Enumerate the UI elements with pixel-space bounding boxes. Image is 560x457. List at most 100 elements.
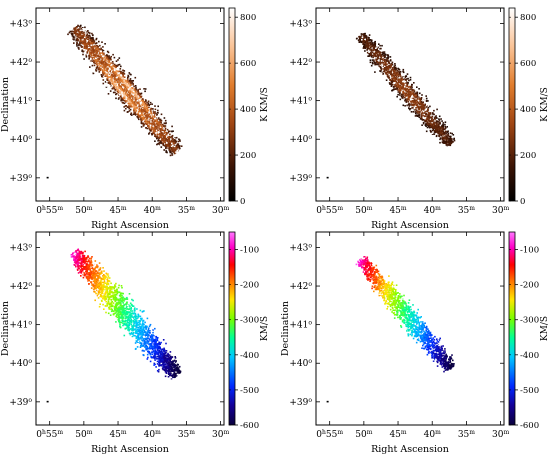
emission-pixel [436, 131, 438, 133]
emission-pixel [154, 128, 157, 130]
colorbar-tick-label: 800 [240, 13, 256, 23]
emission-pixel [160, 146, 163, 148]
emission-pixel [407, 98, 409, 101]
emission-pixel [409, 85, 411, 88]
emission-pixel [173, 149, 175, 152]
emission-pixel [390, 70, 393, 73]
emission-pixel [416, 86, 418, 88]
emission-pixel [153, 127, 155, 130]
emission-pixel [160, 113, 163, 116]
emission-pixel [93, 71, 95, 74]
emission-pixel [86, 30, 88, 33]
emission-pixel [393, 71, 396, 73]
emission-pixel [131, 82, 133, 84]
emission-pixel [132, 319, 135, 322]
emission-pixel [115, 83, 118, 86]
emission-pixel [90, 49, 92, 51]
emission-pixel [445, 147, 447, 149]
x-tick-label: 30m [212, 205, 229, 216]
emission-pixel [87, 38, 89, 41]
emission-pixel [80, 46, 83, 48]
emission-pixel [416, 115, 419, 117]
emission-pixel [150, 107, 152, 110]
emission-pixel [368, 50, 371, 53]
emission-pixel [429, 106, 432, 109]
emission-pixel [133, 89, 136, 91]
emission-pixel [160, 128, 163, 130]
emission-pixel [131, 90, 134, 93]
emission-pixel [121, 97, 123, 100]
emission-pixel [141, 109, 144, 112]
emission-pixel [159, 130, 162, 133]
emission-pixel [394, 73, 396, 76]
emission-pixel [141, 337, 144, 339]
emission-pixel [119, 70, 122, 73]
emission-pixel [392, 89, 394, 91]
emission-pixel [444, 128, 446, 130]
emission-pixel [139, 105, 141, 108]
emission-pixel [83, 44, 86, 47]
emission-pixel [177, 148, 180, 150]
emission-pixel [426, 124, 429, 127]
emission-pixel [412, 80, 414, 82]
emission-pixel [128, 79, 131, 82]
emission-pixel [113, 72, 116, 74]
emission-pixel [90, 39, 92, 42]
emission-pixel [370, 54, 372, 56]
emission-pixel [449, 138, 451, 140]
emission-pixel [360, 33, 363, 35]
emission-pixel [444, 142, 446, 144]
emission-pixel [143, 88, 145, 90]
emission-pixel [104, 300, 107, 302]
emission-pixel [451, 138, 453, 140]
emission-pixel [158, 142, 161, 144]
emission-pixel [379, 61, 381, 64]
emission-pixel [129, 91, 131, 93]
emission-pixel [154, 111, 156, 113]
emission-pixel [92, 50, 95, 52]
emission-pixel [85, 34, 88, 37]
emission-pixel [439, 121, 441, 124]
emission-pixel [424, 120, 426, 123]
emission-pixel [90, 43, 93, 45]
emission-pixel [134, 108, 137, 111]
emission-pixel [438, 134, 441, 137]
emission-pixel [97, 45, 99, 48]
emission-pixel [146, 115, 148, 117]
emission-pixel [156, 135, 158, 138]
emission-pixel [169, 133, 171, 136]
emission-pixel [88, 34, 91, 37]
emission-pixel [428, 117, 430, 120]
emission-pixel [379, 44, 381, 47]
emission-pixel [112, 66, 115, 69]
emission-pixel [102, 61, 104, 64]
y-tick-label: +42o [289, 57, 312, 68]
emission-pixel [99, 69, 102, 72]
emission-pixel [169, 137, 171, 139]
emission-pixel [372, 40, 374, 43]
emission-pixel [139, 102, 141, 104]
emission-pixel [75, 26, 78, 28]
emission-pixel [409, 106, 412, 108]
y-tick-label: +40o [289, 134, 312, 145]
emission-pixel [138, 102, 140, 104]
emission-pixel [436, 122, 438, 125]
emission-pixel [154, 116, 156, 118]
emission-pixel [367, 43, 369, 46]
emission-pixel [412, 93, 415, 95]
y-tick-degree-unit: o [308, 57, 312, 64]
emission-pixel [375, 67, 378, 70]
emission-pixel [112, 87, 115, 89]
emission-pixel [370, 45, 372, 48]
emission-pixel [432, 119, 435, 121]
emission-pixel [79, 36, 82, 39]
emission-pixel [371, 39, 373, 42]
emission-pixel [81, 30, 83, 33]
emission-pixel [167, 138, 169, 140]
emission-pixel [386, 60, 389, 62]
x-tick-minutes-unit: m [337, 205, 343, 212]
emission-pixel [133, 119, 136, 122]
emission-pixel [104, 43, 106, 45]
emission-pixel [412, 107, 414, 109]
emission-pixel [421, 102, 424, 104]
